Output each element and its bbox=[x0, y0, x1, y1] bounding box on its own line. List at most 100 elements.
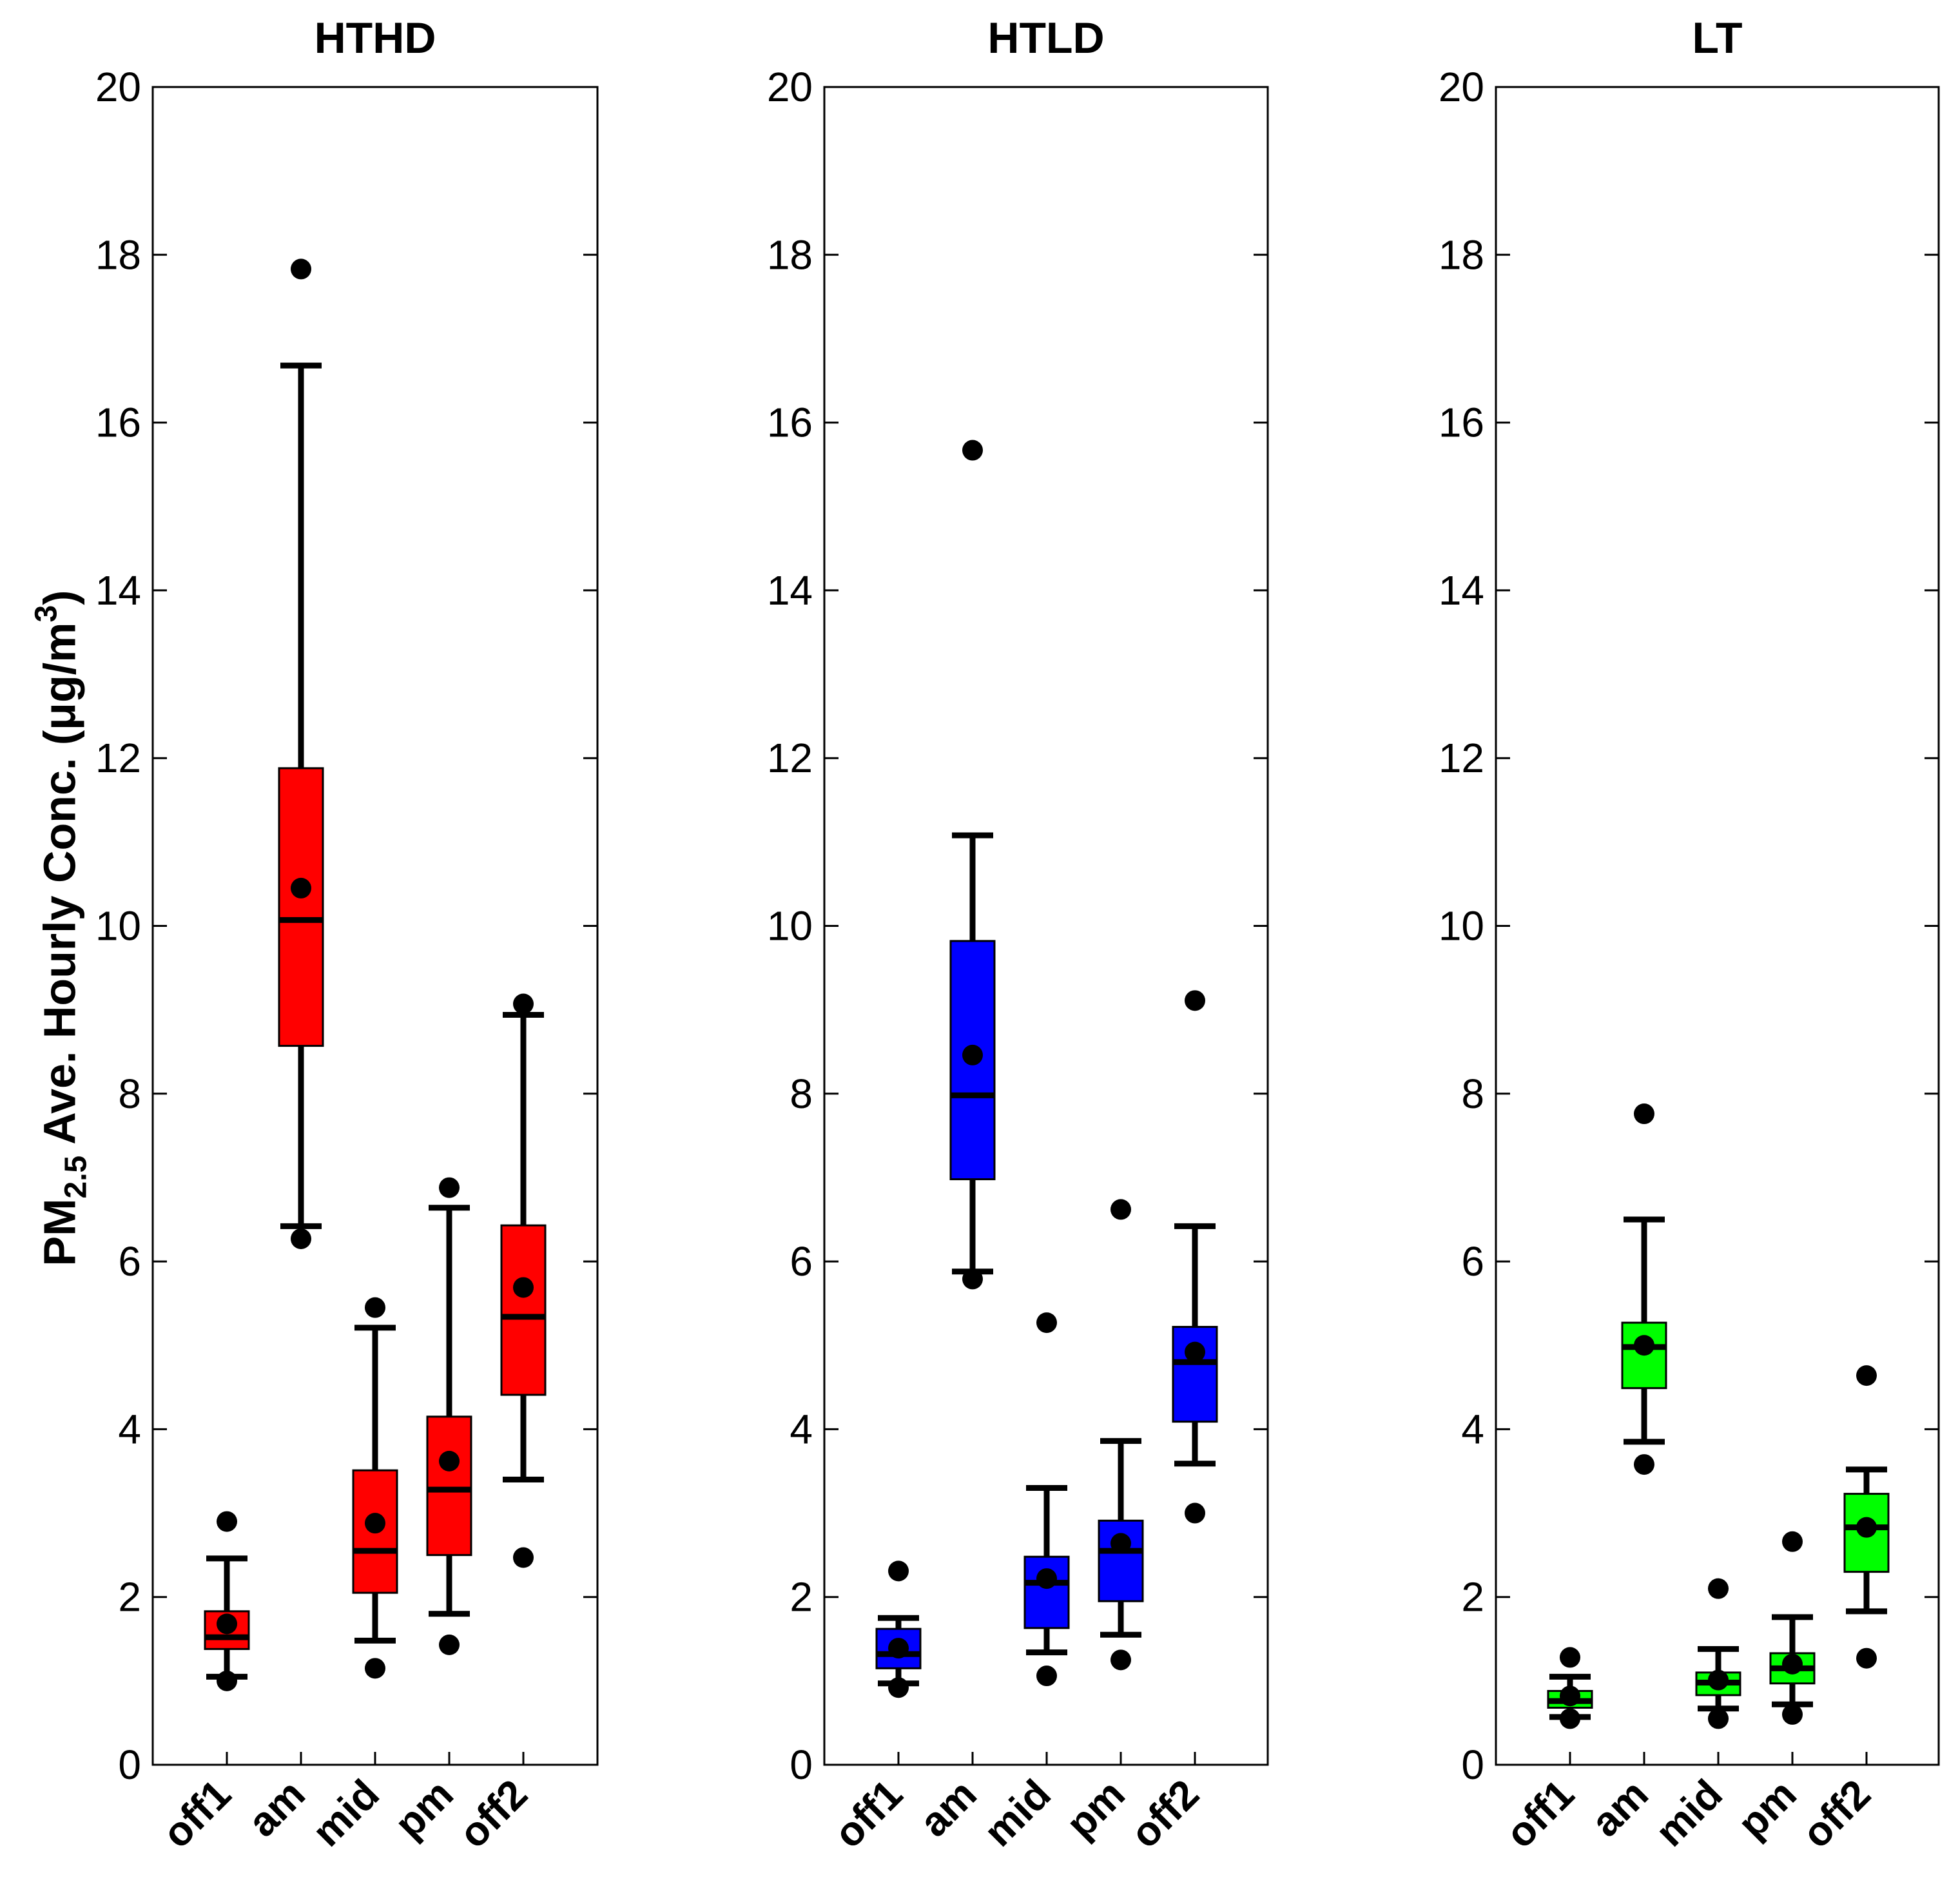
outlier-point bbox=[365, 1297, 385, 1318]
y-tick-label: 2 bbox=[1461, 1574, 1484, 1620]
x-tick-label: am bbox=[1582, 1771, 1657, 1845]
iqr-box bbox=[1098, 1519, 1144, 1602]
x-tick-label: am bbox=[239, 1771, 314, 1845]
mean-point bbox=[1856, 1517, 1877, 1538]
box-pm bbox=[1098, 1199, 1144, 1671]
box-pm bbox=[426, 1177, 472, 1655]
box-mid bbox=[1695, 1578, 1741, 1729]
iqr-box bbox=[500, 1224, 547, 1396]
x-tick-label: pm bbox=[1729, 1771, 1805, 1847]
x-tick-label: off2 bbox=[450, 1771, 536, 1857]
mean-point bbox=[1634, 1335, 1654, 1356]
mean-point bbox=[365, 1513, 385, 1534]
outlier-point bbox=[217, 1670, 237, 1691]
outlier-point bbox=[888, 1560, 909, 1582]
x-tick-label: am bbox=[911, 1771, 985, 1845]
y-tick-label: 10 bbox=[767, 903, 813, 949]
outlier-point bbox=[1036, 1312, 1057, 1334]
y-tick-label: 4 bbox=[790, 1406, 813, 1452]
outlier-point bbox=[439, 1634, 460, 1655]
mean-point bbox=[1036, 1568, 1057, 1589]
x-tick-label: mid bbox=[1647, 1771, 1731, 1855]
box-off2 bbox=[1172, 990, 1218, 1524]
y-tick-label: 18 bbox=[767, 231, 813, 278]
outlier-point bbox=[513, 993, 534, 1015]
box-off1 bbox=[1547, 1647, 1593, 1729]
y-tick-label: 16 bbox=[95, 400, 141, 446]
mean-point bbox=[439, 1450, 460, 1472]
y-tick-label: 6 bbox=[790, 1238, 813, 1285]
x-tick-label: mid bbox=[975, 1771, 1060, 1855]
x-tick-label: off2 bbox=[1793, 1771, 1879, 1857]
outlier-point bbox=[1856, 1647, 1877, 1669]
box-am bbox=[1621, 1103, 1667, 1475]
panel-title: LT bbox=[1692, 14, 1742, 63]
mean-point bbox=[1110, 1533, 1131, 1554]
box-am bbox=[278, 258, 324, 1249]
y-tick-label: 4 bbox=[1461, 1406, 1484, 1452]
y-tick-label: 10 bbox=[1439, 903, 1484, 949]
mean-point bbox=[1708, 1669, 1729, 1691]
mean-point bbox=[1782, 1653, 1803, 1675]
y-tick-label: 6 bbox=[1461, 1238, 1484, 1285]
plot-frame bbox=[823, 86, 1269, 1766]
iqr-box bbox=[278, 767, 324, 1047]
x-tick-label: off1 bbox=[1497, 1771, 1583, 1857]
outlier-point bbox=[1856, 1365, 1877, 1386]
outlier-point bbox=[1634, 1454, 1654, 1475]
mean-point bbox=[291, 877, 311, 899]
outlier-point bbox=[1782, 1531, 1803, 1552]
y-tick-label: 18 bbox=[1439, 231, 1484, 278]
outlier-point bbox=[217, 1511, 237, 1532]
y-tick-label: 12 bbox=[767, 735, 813, 781]
y-tick-label: 18 bbox=[95, 231, 141, 278]
iqr-box bbox=[426, 1415, 472, 1557]
mean-point bbox=[513, 1277, 534, 1298]
outlier-point bbox=[291, 1228, 311, 1249]
x-tick-label: off1 bbox=[825, 1771, 911, 1857]
outlier-point bbox=[1185, 1502, 1205, 1524]
outlier-point bbox=[962, 1268, 983, 1290]
x-tick-label: off2 bbox=[1121, 1771, 1208, 1857]
panel-title: HTLD bbox=[987, 14, 1104, 63]
iqr-box bbox=[1172, 1326, 1218, 1423]
outlier-point bbox=[513, 1547, 534, 1568]
y-tick-label: 2 bbox=[118, 1574, 141, 1620]
outlier-point bbox=[1708, 1708, 1729, 1729]
x-tick-label: pm bbox=[1057, 1771, 1134, 1847]
outlier-point bbox=[1782, 1704, 1803, 1725]
outlier-point bbox=[1110, 1649, 1131, 1671]
outlier-point bbox=[888, 1677, 909, 1698]
y-tick-label: 0 bbox=[790, 1742, 813, 1788]
outlier-point bbox=[1036, 1666, 1057, 1687]
x-tick-label: off1 bbox=[153, 1771, 240, 1857]
iqr-box bbox=[1023, 1555, 1070, 1629]
box-am bbox=[949, 440, 996, 1290]
y-tick-label: 8 bbox=[790, 1071, 813, 1117]
y-tick-label: 6 bbox=[118, 1238, 141, 1285]
box-off2 bbox=[500, 993, 547, 1568]
box-mid bbox=[1023, 1312, 1070, 1687]
y-tick-label: 14 bbox=[1439, 567, 1484, 614]
outlier-point bbox=[1185, 990, 1205, 1011]
plot-frame bbox=[151, 86, 599, 1766]
y-tick-label: 16 bbox=[767, 400, 813, 446]
outlier-point bbox=[365, 1658, 385, 1679]
y-tick-label: 14 bbox=[767, 567, 813, 614]
mean-point bbox=[1560, 1685, 1580, 1707]
panel-title: HTHD bbox=[315, 14, 436, 63]
outlier-point bbox=[962, 440, 983, 461]
y-tick-label: 8 bbox=[1461, 1071, 1484, 1117]
y-tick-label: 8 bbox=[118, 1071, 141, 1117]
x-tick-label: mid bbox=[304, 1771, 388, 1855]
y-tick-label: 14 bbox=[95, 567, 141, 614]
outlier-point bbox=[291, 258, 311, 280]
box-mid bbox=[352, 1297, 398, 1679]
box-off1 bbox=[204, 1511, 250, 1691]
outlier-point bbox=[1560, 1647, 1580, 1668]
mean-point bbox=[888, 1638, 909, 1659]
